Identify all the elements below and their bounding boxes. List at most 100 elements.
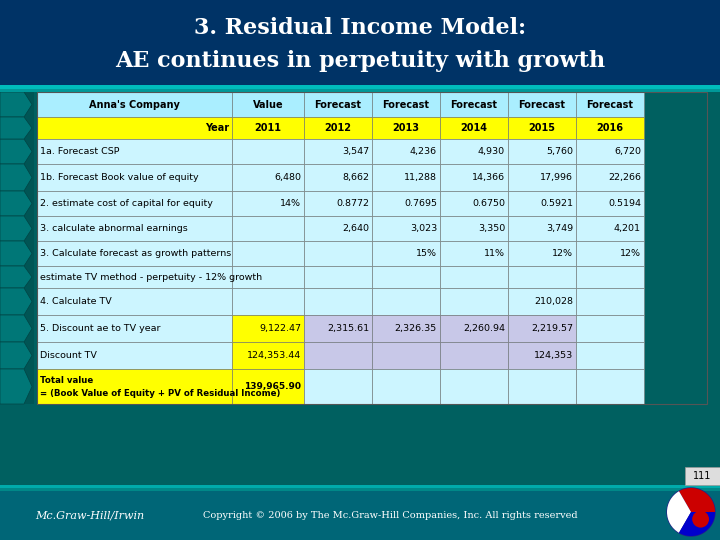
Text: 124,353: 124,353	[534, 351, 573, 360]
Bar	[304, 342, 372, 369]
Text: Copyright © 2006 by The Mc.Graw-Hill Companies, Inc. All rights reserved: Copyright © 2006 by The Mc.Graw-Hill Com…	[203, 511, 577, 519]
Text: Value: Value	[253, 99, 283, 110]
Text: 1b. Forecast Book value of equity: 1b. Forecast Book value of equity	[40, 173, 199, 182]
Bar	[372, 266, 440, 288]
Bar	[304, 241, 372, 266]
Bar	[0, 216, 34, 241]
Text: 4,236: 4,236	[410, 147, 437, 156]
Bar	[576, 342, 644, 369]
Text: 4. Calculate TV: 4. Calculate TV	[40, 297, 112, 306]
Text: 11%: 11%	[484, 249, 505, 258]
Bar	[232, 139, 304, 164]
Bar	[37, 288, 232, 315]
Text: 0.5921: 0.5921	[540, 199, 573, 208]
Bar	[304, 164, 372, 191]
Text: 124,353.44: 124,353.44	[247, 351, 301, 360]
Bar	[576, 369, 644, 404]
Bar	[232, 369, 304, 404]
Bar	[508, 216, 576, 241]
Text: 3. Calculate forecast as growth patterns: 3. Calculate forecast as growth patterns	[40, 249, 231, 258]
Text: 3,547: 3,547	[342, 147, 369, 156]
Bar	[372, 288, 440, 315]
Bar	[304, 369, 372, 404]
Text: 2012: 2012	[325, 123, 351, 133]
Bar	[232, 266, 304, 288]
Bar	[0, 485, 720, 540]
Bar	[372, 139, 440, 164]
Bar	[37, 216, 232, 241]
Bar	[37, 369, 232, 404]
Bar	[304, 117, 372, 139]
Bar	[576, 288, 644, 315]
Text: Forecast: Forecast	[587, 99, 634, 110]
Bar	[576, 117, 644, 139]
Bar	[0, 139, 34, 164]
Bar	[304, 315, 372, 342]
Text: 12%: 12%	[552, 249, 573, 258]
Bar	[440, 139, 508, 164]
Bar	[508, 191, 576, 216]
Polygon shape	[0, 288, 32, 315]
Wedge shape	[679, 512, 715, 536]
Bar	[304, 191, 372, 216]
Bar	[576, 139, 644, 164]
Text: 0.7695: 0.7695	[404, 199, 437, 208]
Bar	[372, 369, 440, 404]
Text: 5,760: 5,760	[546, 147, 573, 156]
Polygon shape	[0, 164, 32, 191]
Text: 210,028: 210,028	[534, 297, 573, 306]
Bar	[232, 315, 304, 342]
Bar	[232, 92, 304, 117]
Bar	[440, 315, 508, 342]
Bar	[508, 139, 576, 164]
Text: 3,749: 3,749	[546, 224, 573, 233]
Polygon shape	[0, 369, 32, 404]
Bar	[0, 92, 34, 117]
Polygon shape	[0, 92, 32, 117]
Polygon shape	[0, 117, 32, 139]
Wedge shape	[667, 491, 691, 533]
Bar	[232, 342, 304, 369]
Bar	[576, 191, 644, 216]
Polygon shape	[0, 241, 32, 266]
Bar	[232, 191, 304, 216]
Polygon shape	[0, 191, 32, 216]
Bar	[304, 92, 372, 117]
Polygon shape	[0, 139, 32, 164]
Text: 6,720: 6,720	[614, 147, 641, 156]
Text: 2,326.35: 2,326.35	[395, 324, 437, 333]
Bar	[0, 488, 720, 491]
Bar	[440, 164, 508, 191]
Bar	[0, 266, 34, 288]
Text: 3. Residual Income Model:: 3. Residual Income Model:	[194, 17, 526, 39]
Bar	[372, 216, 440, 241]
Bar	[508, 117, 576, 139]
Bar	[37, 191, 232, 216]
Bar	[372, 92, 440, 117]
Text: 11,288: 11,288	[404, 173, 437, 182]
Bar	[232, 241, 304, 266]
Text: 4,201: 4,201	[614, 224, 641, 233]
Bar	[0, 485, 720, 488]
Bar	[37, 241, 232, 266]
Bar	[508, 266, 576, 288]
Bar	[508, 92, 576, 117]
Text: Mc.Graw-Hill/Irwin: Mc.Graw-Hill/Irwin	[35, 510, 145, 520]
Text: 2014: 2014	[461, 123, 487, 133]
Wedge shape	[679, 488, 715, 512]
Text: 0.6750: 0.6750	[472, 199, 505, 208]
Text: 3,350: 3,350	[478, 224, 505, 233]
Bar	[37, 342, 232, 369]
Text: 2,315.61: 2,315.61	[327, 324, 369, 333]
Text: 139,965.90: 139,965.90	[244, 382, 301, 391]
Bar	[232, 216, 304, 241]
Bar	[0, 85, 720, 89]
Bar	[508, 164, 576, 191]
Text: 22,266: 22,266	[608, 173, 641, 182]
Bar	[37, 92, 707, 404]
Text: Total value: Total value	[40, 376, 94, 384]
Bar	[440, 92, 508, 117]
Bar	[440, 288, 508, 315]
Text: 5. Discount ae to TV year: 5. Discount ae to TV year	[40, 324, 161, 333]
Bar	[37, 117, 232, 139]
